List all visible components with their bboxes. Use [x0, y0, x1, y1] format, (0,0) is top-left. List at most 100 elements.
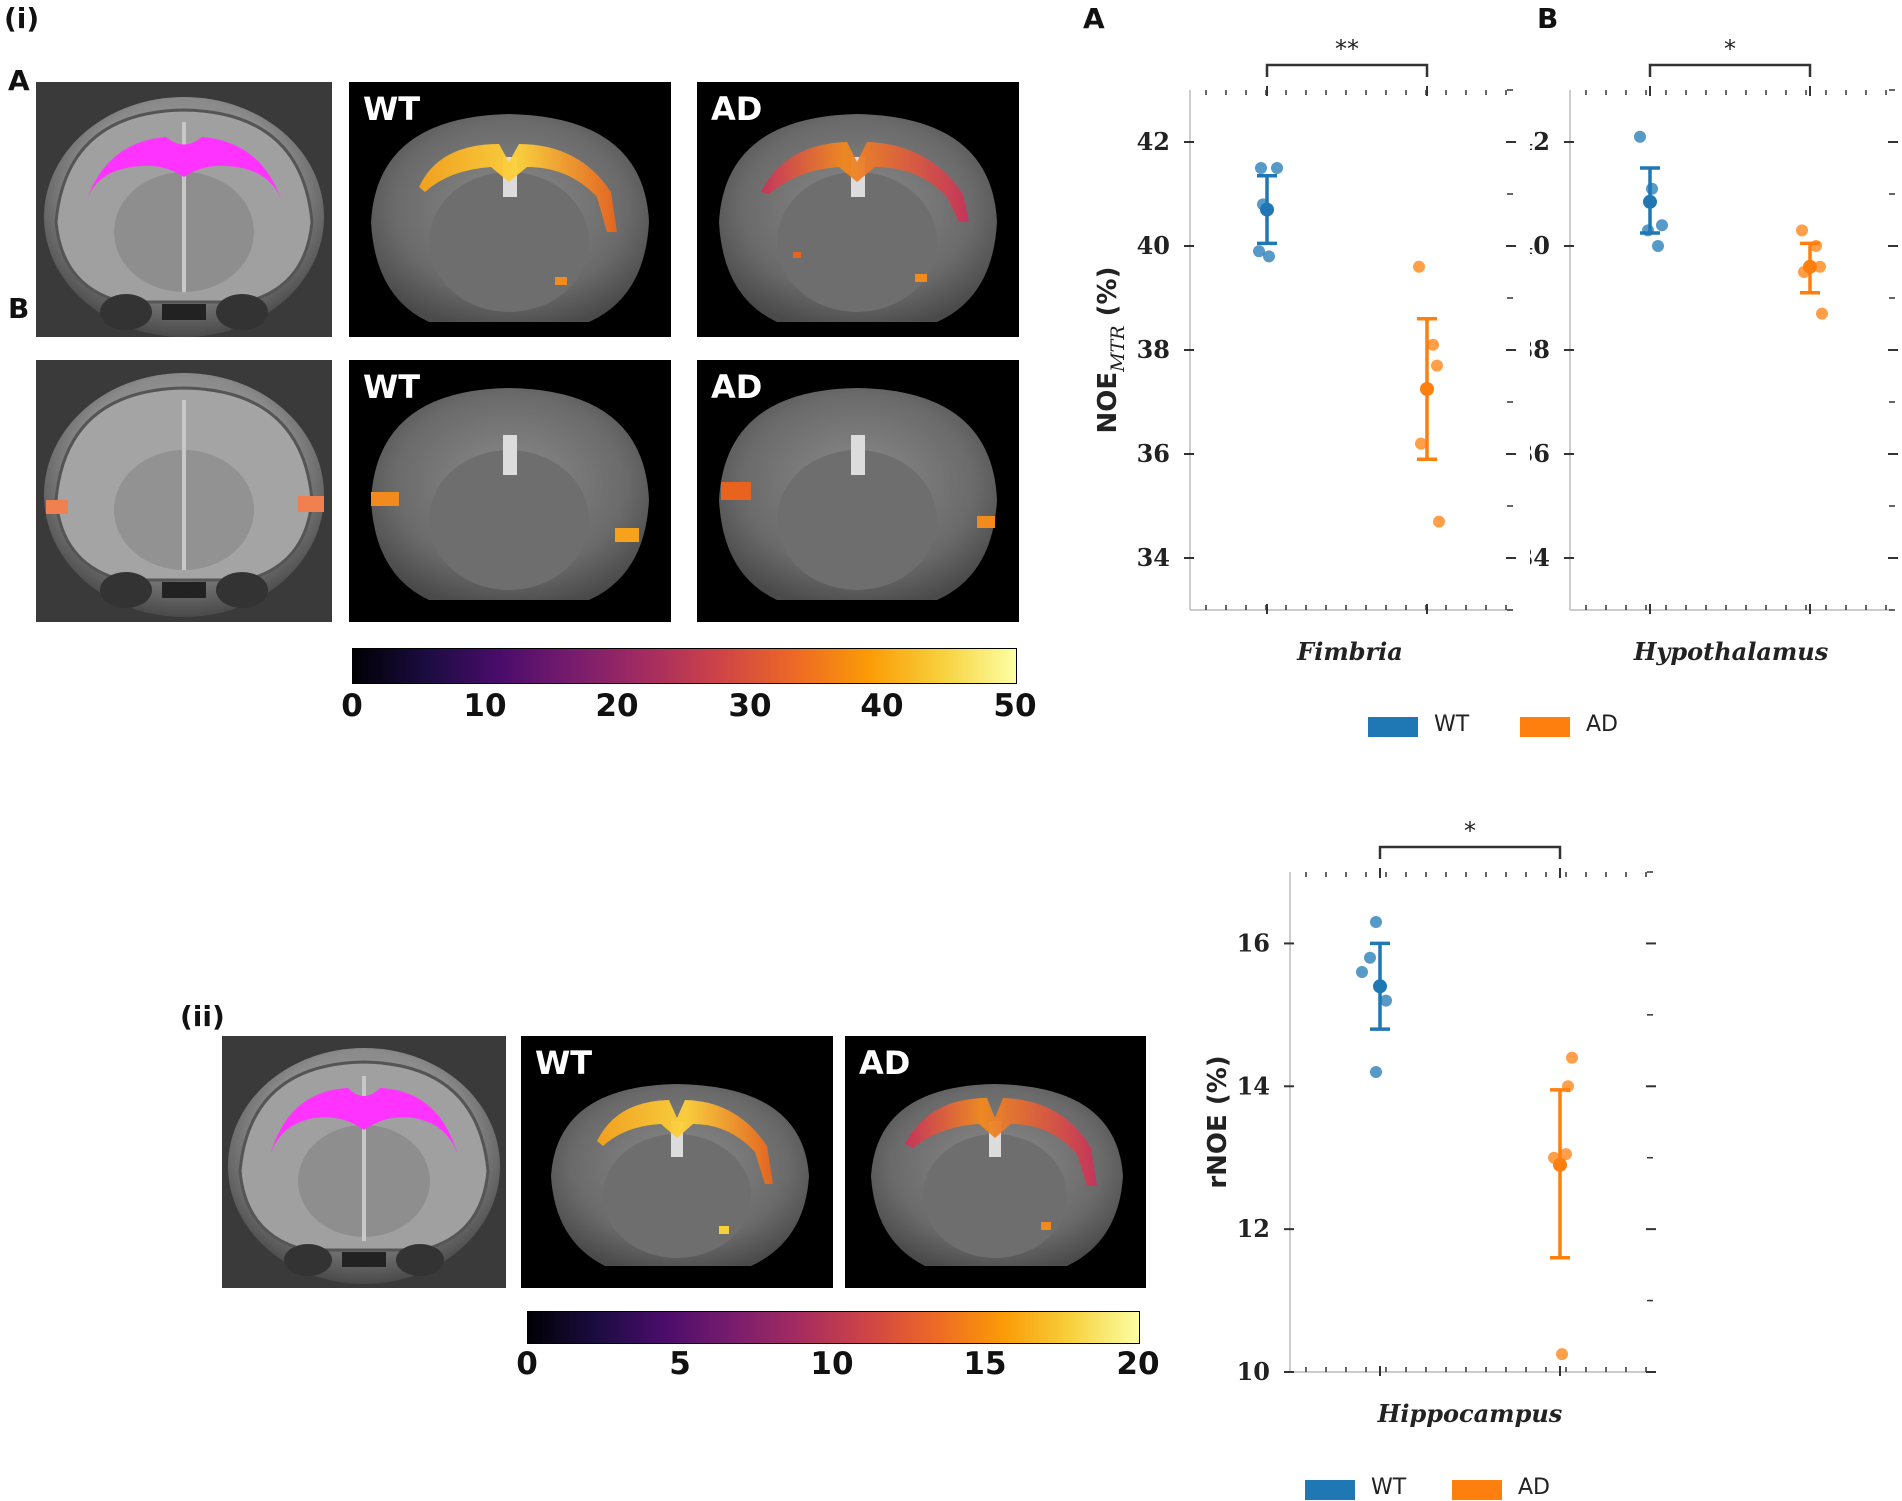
colorbar-i-tick: 30: [728, 688, 772, 724]
legend-label-wt: WT: [1371, 1475, 1407, 1500]
legend-swatch-wt: [1305, 1480, 1355, 1500]
image-tag-ad: AD: [711, 90, 763, 128]
roi-left-orange: [46, 500, 68, 514]
data-point-wt: [1370, 916, 1382, 928]
data-point-wt: [1356, 966, 1368, 978]
significance-marker: **: [1335, 35, 1359, 63]
row-label-a: A: [8, 64, 30, 97]
y-tick-label: 36: [1137, 439, 1170, 468]
image-tag-wt: WT: [363, 90, 421, 128]
data-point-wt: [1370, 1066, 1382, 1078]
mean-point-wt: [1260, 202, 1274, 217]
colorbar-i-tick: 20: [595, 688, 639, 724]
data-point-wt: [1253, 245, 1265, 258]
significance-bracket: [1378, 845, 1562, 859]
data-point-wt: [1634, 130, 1646, 143]
y-tick-label: 42: [1530, 127, 1550, 156]
legend-label-ad: AD: [1518, 1475, 1550, 1500]
y-tick-label: 34: [1530, 543, 1550, 572]
legend-swatch-wt: [1368, 717, 1418, 737]
mean-point-ad: [1553, 1157, 1567, 1172]
data-point-ad: [1560, 1148, 1572, 1161]
anatomical-image-hypothalamus: [36, 360, 332, 622]
image-tag-wt: WT: [535, 1044, 593, 1082]
colorbar-ii-tick: 15: [963, 1346, 1007, 1382]
x-axis-label: Hypothalamus: [1633, 637, 1829, 666]
y-axis-label: NOEMTR (%): [1093, 267, 1129, 434]
x-axis-label: Hippocampus: [1377, 1399, 1563, 1428]
roi-hippocampus-magenta: [270, 1088, 458, 1156]
data-point-wt: [1255, 162, 1267, 174]
chart-label-b: B: [1537, 2, 1559, 35]
image-tag-ad: AD: [711, 368, 763, 406]
noe-map-hypothalamus-ad: AD: [697, 360, 1019, 622]
roi-fimbria-magenta: [86, 137, 282, 202]
y-tick-label: 42: [1137, 127, 1170, 156]
colorbar-i: [352, 648, 1017, 684]
chart-label-a: A: [1083, 2, 1105, 35]
panel-label-ii: (ii): [180, 1000, 225, 1033]
colorbar-ii-tick: 5: [669, 1346, 691, 1382]
data-point-ad: [1433, 515, 1445, 528]
y-tick-label: 40: [1530, 231, 1550, 260]
chart-fimbria: 34 36 38 40 42 Fimbria NOEMTR (%) **: [1093, 35, 1516, 666]
data-point-ad: [1566, 1051, 1578, 1064]
data-point-wt: [1380, 994, 1392, 1007]
image-tag-wt: WT: [363, 368, 421, 406]
data-point-wt: [1364, 951, 1376, 964]
colorbar-i-tick: 50: [993, 688, 1037, 724]
data-point-ad: [1427, 338, 1439, 351]
legend-label-ad: AD: [1586, 712, 1618, 737]
colorbar-ii-tick: 0: [516, 1346, 538, 1382]
rnoe-map-hippocampus-wt: WT: [521, 1036, 833, 1288]
noe-map-fimbria-ad: AD: [697, 82, 1019, 337]
panel-label-i: (i): [4, 2, 40, 35]
colorbar-ii-tick: 20: [1116, 1346, 1160, 1382]
data-point-wt: [1271, 162, 1283, 174]
y-tick-label: 40: [1137, 231, 1170, 260]
mean-point-wt: [1373, 979, 1387, 994]
mean-point-ad: [1803, 259, 1817, 274]
y-tick-label: 16: [1237, 928, 1270, 957]
anatomical-image-hippocampus: [222, 1036, 506, 1288]
data-point-ad: [1814, 260, 1826, 273]
y-tick-label: 12: [1237, 1214, 1270, 1243]
legend-label-wt: WT: [1434, 712, 1470, 737]
y-axis-label: rNOE (%): [1203, 1055, 1233, 1188]
colorbar-ii: [527, 1311, 1140, 1344]
y-tick-label: 10: [1237, 1357, 1270, 1386]
data-point-ad: [1431, 359, 1443, 372]
noe-map-hypothalamus-wt: WT: [349, 360, 671, 622]
colorbar-i-tick: 0: [341, 688, 363, 724]
mean-point-ad: [1420, 382, 1434, 396]
anatomical-image-fimbria: [36, 82, 332, 337]
noe-map-fimbria-wt: WT: [349, 82, 671, 337]
data-point-wt: [1652, 240, 1664, 252]
data-point-ad: [1413, 260, 1425, 273]
y-tick-label: 38: [1137, 335, 1170, 364]
data-point-wt: [1656, 219, 1668, 232]
y-tick-label: 14: [1237, 1071, 1270, 1100]
y-tick-label: 36: [1530, 439, 1550, 468]
y-tick-label: 34: [1137, 543, 1170, 572]
row-label-b: B: [8, 292, 30, 325]
significance-bracket: [1648, 63, 1812, 77]
image-tag-ad: AD: [859, 1044, 911, 1082]
chart-hypothalamus: 34 36 38 40 42 Hypothalamus *: [1530, 35, 1898, 666]
data-point-wt: [1646, 182, 1658, 195]
legend-swatch-ad: [1452, 1480, 1502, 1500]
data-point-ad: [1556, 1348, 1568, 1361]
significance-marker: *: [1724, 35, 1736, 63]
colorbar-i-tick: 40: [860, 688, 904, 724]
x-axis-label: Fimbria: [1296, 637, 1403, 666]
data-point-ad: [1796, 224, 1808, 237]
mean-point-wt: [1643, 194, 1657, 209]
significance-marker: *: [1464, 817, 1476, 845]
colorbar-i-tick: 10: [463, 688, 507, 724]
roi-right-orange: [298, 496, 324, 512]
significance-bracket: [1265, 63, 1429, 77]
data-point-ad: [1415, 437, 1427, 450]
rnoe-map-hippocampus-ad: AD: [845, 1036, 1146, 1288]
data-point-wt: [1263, 250, 1275, 263]
y-tick-label: 38: [1530, 335, 1550, 364]
